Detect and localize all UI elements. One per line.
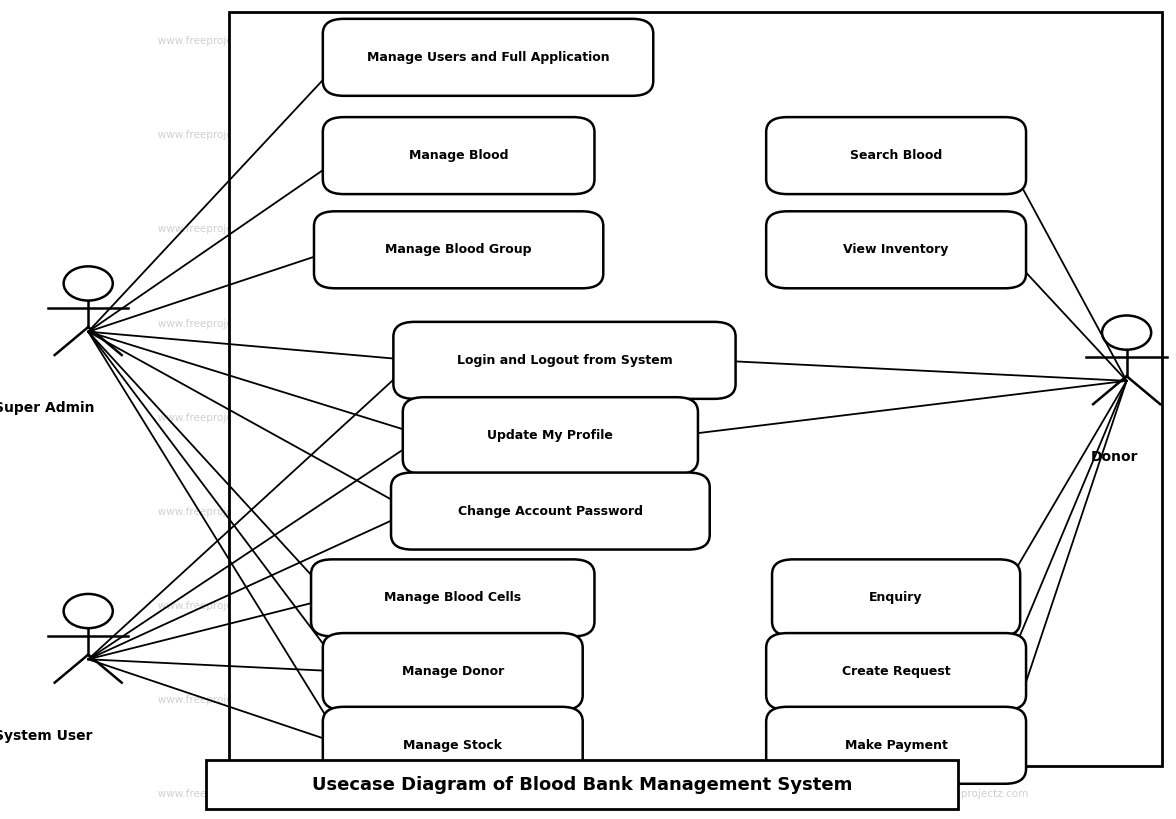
FancyBboxPatch shape	[390, 473, 709, 550]
Text: Make Payment: Make Payment	[844, 739, 948, 752]
FancyBboxPatch shape	[771, 559, 1020, 636]
FancyBboxPatch shape	[314, 211, 603, 288]
FancyBboxPatch shape	[322, 707, 582, 784]
Text: www.freeprojectz.com   www.freeprojectz.com   www.freeprojectz.com   www.freepro: www.freeprojectz.com www.freeprojectz.co…	[148, 224, 1028, 234]
Text: www.freeprojectz.com   www.freeprojectz.com   www.freeprojectz.com   www.freepro: www.freeprojectz.com www.freeprojectz.co…	[148, 413, 1028, 423]
Text: www.freeprojectz.com   www.freeprojectz.com   www.freeprojectz.com   www.freepro: www.freeprojectz.com www.freeprojectz.co…	[148, 319, 1028, 328]
Text: www.freeprojectz.com   www.freeprojectz.com   www.freeprojectz.com   www.freepro: www.freeprojectz.com www.freeprojectz.co…	[148, 601, 1028, 611]
Text: Manage Donor: Manage Donor	[402, 665, 503, 678]
Text: www.freeprojectz.com   www.freeprojectz.com   www.freeprojectz.com   www.freepro: www.freeprojectz.com www.freeprojectz.co…	[148, 507, 1028, 517]
Text: Usecase Diagram of Blood Bank Management System: Usecase Diagram of Blood Bank Management…	[312, 776, 853, 794]
Text: www.freeprojectz.com   www.freeprojectz.com   www.freeprojectz.com   www.freepro: www.freeprojectz.com www.freeprojectz.co…	[148, 36, 1028, 46]
Text: Manage Users and Full Application: Manage Users and Full Application	[367, 51, 609, 64]
Text: Manage Stock: Manage Stock	[403, 739, 502, 752]
Text: Manage Blood: Manage Blood	[409, 149, 508, 162]
Text: Update My Profile: Update My Profile	[487, 429, 614, 442]
Text: Super Admin: Super Admin	[0, 401, 94, 415]
FancyBboxPatch shape	[767, 633, 1025, 710]
FancyBboxPatch shape	[310, 559, 595, 636]
FancyBboxPatch shape	[393, 322, 736, 399]
Text: Donor: Donor	[1091, 450, 1138, 464]
Text: www.freeprojectz.com   www.freeprojectz.com   www.freeprojectz.com   www.freepro: www.freeprojectz.com www.freeprojectz.co…	[148, 695, 1028, 705]
Text: www.freeprojectz.com   www.freeprojectz.com   www.freeprojectz.com   www.freepro: www.freeprojectz.com www.freeprojectz.co…	[148, 790, 1028, 799]
FancyBboxPatch shape	[322, 117, 594, 194]
Text: Manage Blood Group: Manage Blood Group	[386, 243, 532, 256]
Text: Login and Logout from System: Login and Logout from System	[456, 354, 673, 367]
Text: www.freeprojectz.com   www.freeprojectz.com   www.freeprojectz.com   www.freepro: www.freeprojectz.com www.freeprojectz.co…	[148, 130, 1028, 140]
Text: System User: System User	[0, 729, 93, 743]
Text: Search Blood: Search Blood	[850, 149, 942, 162]
FancyBboxPatch shape	[322, 633, 582, 710]
Bar	[206, 760, 958, 809]
FancyBboxPatch shape	[767, 211, 1025, 288]
Text: Create Request: Create Request	[842, 665, 950, 678]
Text: View Inventory: View Inventory	[843, 243, 949, 256]
FancyBboxPatch shape	[767, 707, 1025, 784]
FancyBboxPatch shape	[767, 117, 1025, 194]
FancyBboxPatch shape	[322, 19, 653, 96]
Text: Enquiry: Enquiry	[869, 591, 923, 604]
Text: Manage Blood Cells: Manage Blood Cells	[385, 591, 521, 604]
Text: Change Account Password: Change Account Password	[457, 505, 643, 518]
Bar	[229, 12, 1162, 766]
FancyBboxPatch shape	[402, 397, 699, 474]
